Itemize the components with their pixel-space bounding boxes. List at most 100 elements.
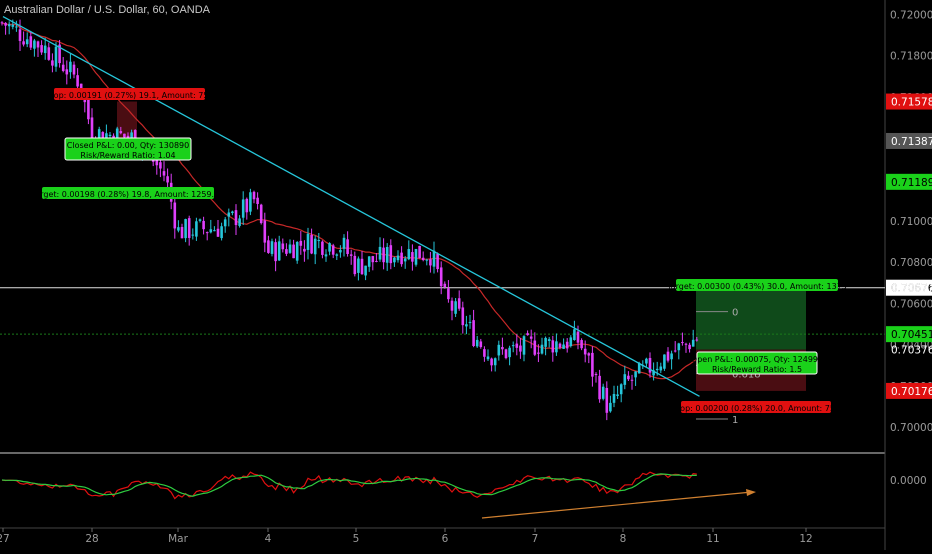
candle-body[interactable]	[123, 133, 126, 138]
candle-body[interactable]	[267, 240, 270, 253]
candle-body[interactable]	[555, 341, 558, 353]
candle-body[interactable]	[558, 343, 562, 348]
candle-body[interactable]	[630, 379, 634, 381]
candle-body[interactable]	[33, 40, 36, 49]
candle-body[interactable]	[378, 246, 382, 260]
candle-body[interactable]	[245, 198, 249, 213]
candle-body[interactable]	[540, 344, 544, 354]
candle-body[interactable]	[497, 344, 501, 356]
candle-body[interactable]	[173, 202, 177, 229]
candle-body[interactable]	[670, 353, 673, 360]
candle-body[interactable]	[659, 366, 663, 371]
candle-body[interactable]	[101, 132, 105, 142]
candle-body[interactable]	[663, 354, 666, 369]
candle-body[interactable]	[569, 337, 573, 347]
candle-body[interactable]	[313, 238, 317, 255]
candle-body[interactable]	[357, 258, 360, 273]
candle-body[interactable]	[40, 45, 43, 53]
candle-body[interactable]	[238, 218, 241, 226]
candle-body[interactable]	[7, 24, 11, 27]
candle-body[interactable]	[385, 247, 389, 263]
candle-body[interactable]	[231, 211, 234, 214]
candle-body[interactable]	[627, 375, 630, 380]
target-label[interactable]	[676, 279, 838, 291]
candle-body[interactable]	[277, 241, 281, 261]
candle-body[interactable]	[29, 36, 33, 48]
candle-body[interactable]	[126, 135, 130, 139]
candle-body[interactable]	[637, 363, 641, 374]
candle-body[interactable]	[159, 162, 162, 169]
candle-body[interactable]	[191, 234, 195, 236]
target-label[interactable]	[42, 187, 214, 199]
candle-body[interactable]	[335, 254, 339, 256]
candle-body[interactable]	[677, 343, 681, 351]
candle-body[interactable]	[533, 340, 537, 355]
candle-body[interactable]	[655, 368, 659, 371]
candle-body[interactable]	[648, 357, 652, 373]
candle-body[interactable]	[0, 22, 4, 24]
candle-body[interactable]	[22, 41, 25, 45]
candle-body[interactable]	[342, 237, 346, 249]
candle-body[interactable]	[519, 345, 522, 352]
candle-body[interactable]	[652, 370, 655, 376]
candle-body[interactable]	[274, 242, 277, 262]
candle-body[interactable]	[353, 255, 357, 275]
candle-body[interactable]	[292, 244, 295, 259]
candle-body[interactable]	[594, 373, 598, 375]
candle-body[interactable]	[259, 204, 263, 224]
candle-body[interactable]	[619, 384, 623, 395]
candle-body[interactable]	[526, 333, 529, 336]
candle-body[interactable]	[61, 64, 65, 71]
candle-body[interactable]	[403, 258, 407, 262]
candle-body[interactable]	[281, 243, 285, 250]
candle-body[interactable]	[537, 352, 540, 354]
candle-body[interactable]	[375, 260, 378, 262]
candle-body[interactable]	[583, 348, 587, 355]
candle-body[interactable]	[479, 341, 483, 348]
candle-body[interactable]	[645, 358, 648, 364]
candle-body[interactable]	[180, 227, 184, 239]
candle-body[interactable]	[544, 337, 547, 347]
pnl-label[interactable]	[696, 351, 818, 375]
candle-body[interactable]	[205, 232, 209, 234]
candle-body[interactable]	[339, 249, 342, 253]
candle-body[interactable]	[119, 131, 123, 134]
candle-body[interactable]	[213, 230, 216, 232]
candle-body[interactable]	[605, 387, 609, 413]
candle-body[interactable]	[400, 252, 403, 265]
candle-body[interactable]	[688, 344, 691, 350]
candle-body[interactable]	[299, 240, 303, 246]
candle-body[interactable]	[673, 350, 677, 352]
trendline[interactable]	[2, 15, 700, 397]
candle-body[interactable]	[36, 41, 40, 48]
stop-label[interactable]	[681, 401, 831, 413]
candle-body[interactable]	[130, 132, 133, 138]
candle-body[interactable]	[346, 239, 349, 254]
candle-body[interactable]	[349, 254, 353, 256]
candle-body[interactable]	[598, 375, 601, 400]
pnl-label[interactable]	[64, 137, 192, 161]
candle-body[interactable]	[634, 371, 637, 378]
candle-body[interactable]	[504, 349, 508, 359]
candle-body[interactable]	[324, 254, 328, 257]
candle-body[interactable]	[447, 288, 450, 300]
candle-body[interactable]	[609, 402, 612, 412]
stop-label[interactable]	[54, 88, 205, 100]
candle-body[interactable]	[220, 226, 223, 239]
candle-body[interactable]	[321, 241, 324, 255]
candle-body[interactable]	[69, 61, 72, 73]
candle-body[interactable]	[241, 199, 245, 218]
candle-body[interactable]	[529, 336, 533, 339]
candle-body[interactable]	[684, 343, 688, 345]
candle-body[interactable]	[310, 234, 313, 254]
candle-body[interactable]	[15, 26, 18, 28]
candle-body[interactable]	[468, 321, 472, 323]
candle-body[interactable]	[439, 267, 443, 287]
candle-body[interactable]	[483, 349, 486, 357]
candle-body[interactable]	[162, 171, 166, 176]
candle-body[interactable]	[393, 257, 396, 263]
candle-body[interactable]	[601, 386, 605, 399]
candle-body[interactable]	[166, 176, 169, 183]
candle-body[interactable]	[317, 240, 321, 242]
